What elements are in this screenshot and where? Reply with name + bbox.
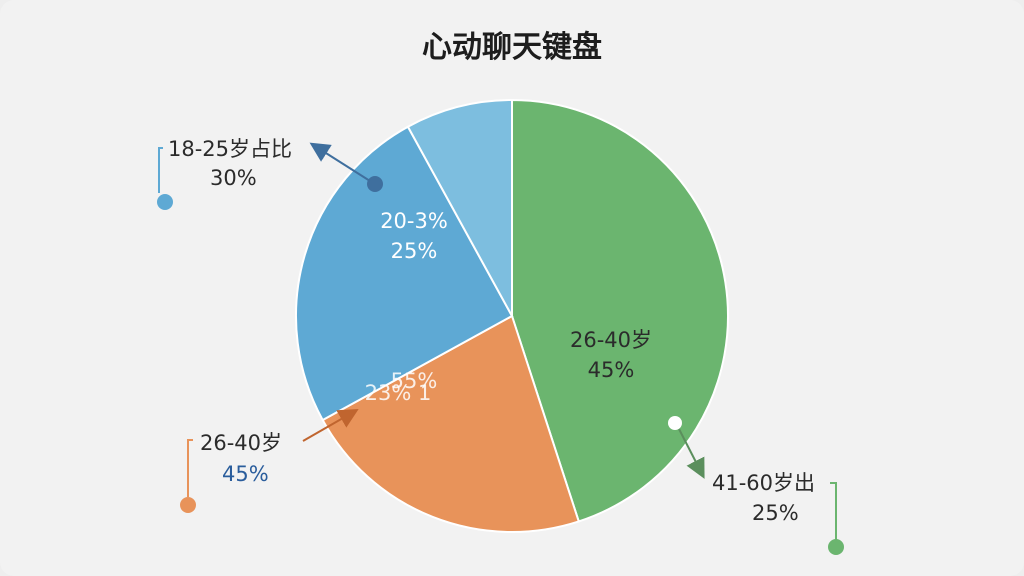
callout-dot (180, 497, 196, 513)
callout-value: 45% (222, 462, 269, 486)
callout-label: 18-25岁占比 (168, 137, 292, 161)
pie-slice-2 (295, 125, 514, 422)
chart-title: 心动聊天键盘 (422, 30, 602, 65)
blue-slice-value: 25% (391, 239, 438, 263)
callout-bracket (830, 482, 837, 540)
callout-bottom-right: 41-60岁出 25% (668, 416, 844, 555)
blue-slice-label: 20-3% (380, 209, 448, 233)
callout-arrow (678, 428, 705, 479)
callout-anchor-dot (668, 416, 682, 430)
callout-anchor-dot (367, 176, 383, 192)
callout-value: 25% (752, 501, 799, 525)
pie-slice-3 (406, 98, 513, 317)
callout-top-left: 18-25岁占比 30% (157, 137, 383, 210)
callout-arrow (302, 409, 359, 442)
callout-value: 30% (210, 166, 257, 190)
callout-bottom-left: 26-40岁 45% (180, 409, 359, 513)
pie-slice-1 (321, 314, 581, 533)
pie-slices (295, 98, 729, 533)
orange-slice-label: 55% (391, 369, 438, 393)
callout-dot (157, 194, 173, 210)
callout-bracket (158, 147, 163, 193)
green-slice-value: 45% (588, 358, 635, 382)
orange-slice-value: 23% 1 (365, 381, 432, 405)
green-slice-label: 26-40岁 (570, 328, 652, 352)
callout-label: 26-40岁 (200, 431, 282, 455)
callout-label: 41-60岁出 (712, 471, 815, 495)
pie-slice-0 (511, 98, 729, 523)
callout-arrow (309, 142, 371, 182)
callout-bracket (187, 439, 193, 497)
callout-dot (828, 539, 844, 555)
